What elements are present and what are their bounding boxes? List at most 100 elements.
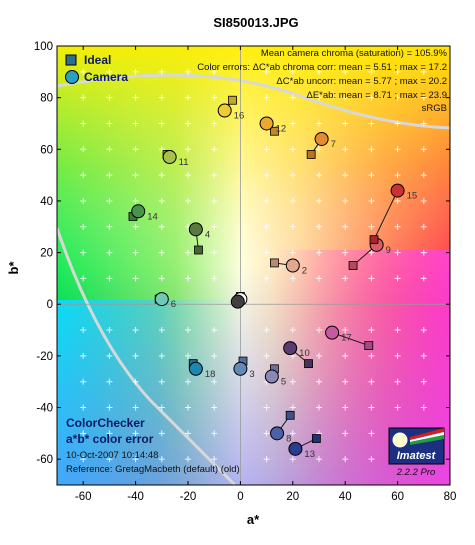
grid-marker [289, 94, 296, 101]
grid-marker [263, 197, 270, 204]
chart-title: SI850013.JPG [213, 15, 298, 30]
camera-marker-11 [162, 150, 177, 165]
grid-marker [80, 456, 87, 463]
grid-marker [316, 249, 322, 256]
x-tick-label: 20 [286, 491, 299, 503]
error-line-15 [373, 190, 399, 240]
ideal-marker-2 [270, 258, 279, 268]
grid-marker [368, 249, 375, 256]
grid-marker [106, 197, 113, 204]
grid-marker [342, 249, 349, 256]
legend-ideal-label: Ideal [84, 53, 111, 67]
caption-subtitle: a*b* color error [66, 432, 154, 446]
grid-marker [420, 404, 427, 411]
grid-marker [368, 68, 375, 75]
grid-marker [158, 94, 165, 101]
grid-marker [342, 327, 349, 334]
y-tick-label: 80 [40, 93, 53, 105]
patch-label-5: 5 [281, 377, 286, 388]
grid-marker [158, 249, 165, 256]
camera-marker-4 [188, 222, 203, 237]
grid-marker [132, 172, 139, 179]
x-tick-label: -60 [75, 491, 92, 503]
grid-marker [132, 249, 139, 256]
grid-marker [106, 352, 113, 359]
patch-label-9: 9 [386, 245, 391, 256]
grid-marker [420, 172, 427, 179]
grid-marker [368, 120, 375, 127]
grid-marker [420, 327, 427, 334]
logo-stripe-white [410, 432, 444, 442]
info-line-chroma-uncorr: ΔC*ab uncorr: mean = 5.77 ; max = 20.2 [276, 76, 447, 87]
grid-marker [263, 223, 270, 230]
grid-marker [420, 197, 427, 204]
caption-date: 10-Oct-2007 10:14:48 [66, 450, 158, 461]
grid-marker [394, 68, 401, 75]
grid-marker [368, 197, 375, 204]
grid-marker [211, 146, 218, 153]
info-line-delta-e: ΔE*ab: mean = 8.71 ; max = 23.9 [307, 90, 448, 101]
grid-marker [342, 120, 349, 127]
grid-marker [158, 352, 165, 359]
ideal-marker-8 [285, 410, 295, 420]
patch-label-14: 14 [147, 211, 158, 222]
grid-marker [263, 275, 270, 282]
grid-marker [211, 223, 218, 230]
camera-marker-14 [131, 204, 146, 219]
camera-marker-10 [283, 341, 298, 356]
x-tick-label: -20 [180, 491, 197, 503]
grid-marker [80, 327, 87, 334]
grid-marker [394, 404, 401, 411]
grid-marker [80, 352, 87, 359]
grid-marker [158, 456, 165, 463]
grid-marker [211, 327, 218, 334]
grid-marker [394, 275, 401, 282]
legend-camera-label: Camera [84, 70, 128, 84]
ideal-marker-12 [270, 126, 279, 136]
grid-marker [132, 327, 139, 334]
grid-marker [394, 378, 401, 385]
y-tick-label: -40 [36, 403, 53, 415]
patch-label-18: 18 [205, 369, 216, 380]
grid-marker [420, 352, 427, 359]
grid-marker [263, 172, 270, 179]
grid-marker [106, 120, 113, 127]
grid-marker [106, 249, 113, 256]
data-marks: 2 3 4 5 6 7 8 9 10 11 12 13 14 15 16 17 18 [128, 95, 417, 460]
grid-marker [316, 456, 322, 463]
camera-marker-18 [188, 361, 203, 376]
y-axis-label: b* [6, 261, 21, 275]
ideal-marker-13 [311, 434, 321, 443]
grid-marker [316, 94, 322, 101]
grid-marker [185, 146, 191, 153]
ideal-marker-17 [364, 341, 374, 350]
grid-marker [80, 94, 87, 101]
grid-marker [211, 275, 218, 282]
patch-label-17: 17 [341, 333, 352, 344]
camera-marker-16 [217, 103, 232, 118]
grid-marker [394, 352, 401, 359]
grid-marker [158, 120, 165, 127]
grid-marker [158, 275, 165, 282]
grid-marker [185, 249, 191, 256]
patch-label-4: 4 [205, 229, 210, 240]
grid-marker [263, 430, 270, 437]
grid-marker [80, 378, 87, 385]
grid-marker [106, 456, 113, 463]
patch-label-10: 10 [299, 348, 310, 359]
grid-marker [106, 223, 113, 230]
bottom-left-caption: ColorChecker a*b* color error 10-Oct-200… [66, 416, 240, 475]
grid-marker [342, 456, 349, 463]
camera-marker-5 [264, 369, 279, 384]
grid-marker [132, 94, 139, 101]
grid-marker [316, 172, 322, 179]
grid-marker [185, 197, 191, 204]
patch-label-12: 12 [276, 123, 287, 134]
camera-marker-2 [285, 258, 300, 273]
grid-marker [420, 223, 427, 230]
grid-marker [368, 352, 375, 359]
grid-marker [342, 430, 349, 437]
grid-marker [263, 456, 270, 463]
grid-marker [132, 456, 139, 463]
grid-marker [185, 456, 191, 463]
